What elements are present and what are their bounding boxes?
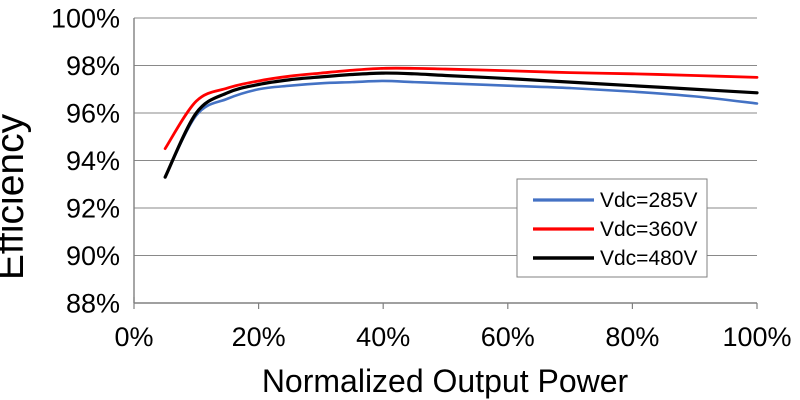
svg-text:Vdc=285V: Vdc=285V [600, 189, 698, 212]
svg-text:96%: 96% [66, 99, 120, 129]
svg-text:80%: 80% [605, 322, 659, 352]
svg-text:40%: 40% [356, 322, 410, 352]
svg-text:Vdc=360V: Vdc=360V [600, 218, 698, 241]
svg-text:Normalized Output Power: Normalized Output Power [262, 363, 629, 399]
svg-text:0%: 0% [114, 322, 153, 352]
svg-text:92%: 92% [66, 194, 120, 224]
svg-text:90%: 90% [66, 241, 120, 271]
svg-text:Vdc=480V: Vdc=480V [600, 247, 698, 270]
svg-text:60%: 60% [481, 322, 535, 352]
svg-text:Efficiency: Efficiency [0, 113, 32, 280]
svg-text:20%: 20% [232, 322, 286, 352]
svg-text:88%: 88% [66, 289, 120, 319]
svg-text:94%: 94% [66, 146, 120, 176]
svg-text:100%: 100% [722, 322, 791, 352]
svg-text:100%: 100% [51, 4, 120, 34]
svg-text:98%: 98% [66, 51, 120, 81]
